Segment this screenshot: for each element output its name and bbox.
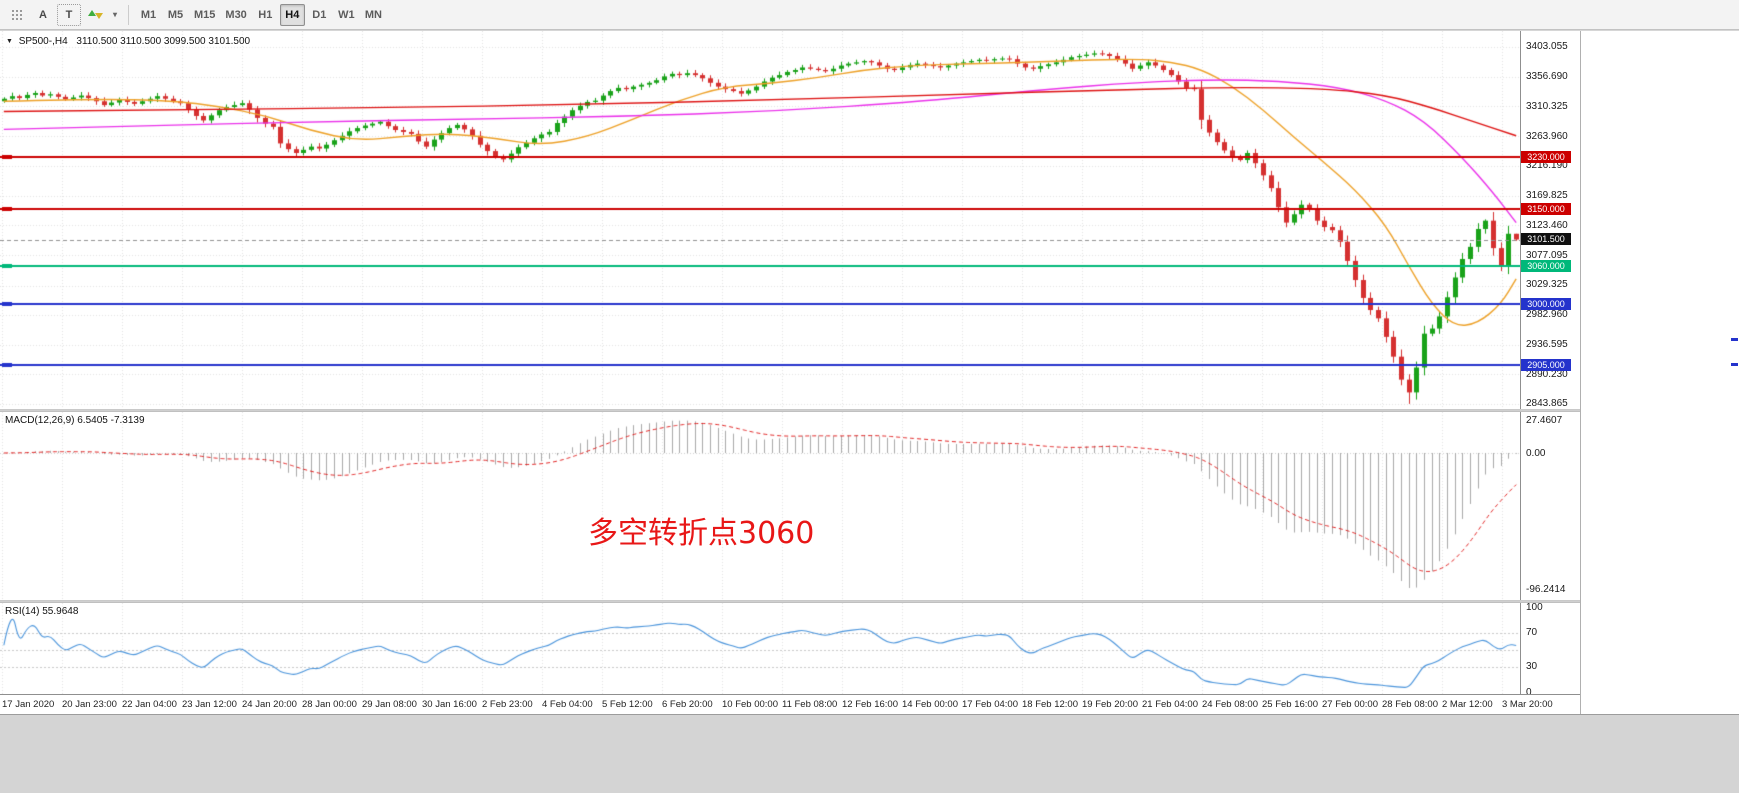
- chart-window: ▼ SP500-,H4 3110.500 3110.500 3099.500 3…: [0, 31, 1581, 714]
- time-axis-label: 3 Mar 20:00: [1502, 699, 1553, 710]
- time-axis-label: 14 Feb 00:00: [902, 699, 958, 710]
- right-panel: [1581, 31, 1739, 714]
- symbol-period-label: SP500-,H4: [18, 36, 68, 47]
- timeframe-m15-button[interactable]: M15: [190, 4, 219, 26]
- time-axis-label: 6 Feb 20:00: [662, 699, 713, 710]
- rsi-axis-label: 70: [1526, 627, 1538, 638]
- timeframe-m30-button[interactable]: M30: [221, 4, 250, 26]
- time-axis-label: 17 Jan 2020: [2, 699, 55, 710]
- time-axis-label: 19 Feb 20:00: [1082, 699, 1138, 710]
- time-axis-label: 30 Jan 16:00: [422, 699, 477, 710]
- time-axis-label: 10 Feb 00:00: [722, 699, 778, 710]
- price-axis-label: 3169.825: [1526, 190, 1568, 201]
- time-axis-label: 4 Feb 04:00: [542, 699, 593, 710]
- time-axis-label: 17 Feb 04:00: [962, 699, 1018, 710]
- text-tool-button[interactable]: T: [57, 3, 81, 26]
- timeframe-h1-button[interactable]: H1: [253, 4, 278, 26]
- price-axis-label: 2890.230: [1526, 369, 1568, 380]
- time-axis-label: 18 Feb 12:00: [1022, 699, 1078, 710]
- time-axis-label: 11 Feb 08:00: [782, 699, 838, 710]
- arrow-tools-dropdown-button[interactable]: ▾: [109, 4, 121, 26]
- price-axis-label: 2982.960: [1526, 309, 1568, 320]
- macd-axis-label: -96.2414: [1526, 584, 1566, 595]
- panel-splitter[interactable]: [0, 600, 1580, 603]
- hline-price-tag: 3000.000: [1521, 298, 1571, 310]
- price-axis-label: 3356.690: [1526, 71, 1568, 82]
- time-axis-label: 24 Feb 08:00: [1202, 699, 1258, 710]
- current-price-tag: 3101.500: [1521, 233, 1571, 245]
- time-axis-label: 21 Feb 04:00: [1142, 699, 1198, 710]
- price-axis-label: 2936.595: [1526, 339, 1568, 350]
- timeframe-d1-button[interactable]: D1: [307, 4, 332, 26]
- price-axis-divider: [1520, 31, 1521, 694]
- price-chart-canvas[interactable]: [0, 31, 1520, 409]
- price-axis-label: 3263.960: [1526, 131, 1568, 142]
- time-axis-label: 12 Feb 16:00: [842, 699, 898, 710]
- time-axis-label: 2 Feb 23:00: [482, 699, 533, 710]
- price-axis-label: 3216.190: [1526, 160, 1568, 171]
- timeframe-h4-button[interactable]: H4: [279, 3, 305, 26]
- time-axis-label: 25 Feb 16:00: [1262, 699, 1318, 710]
- time-axis-label: 29 Jan 08:00: [362, 699, 417, 710]
- time-axis-label: 28 Jan 00:00: [302, 699, 357, 710]
- time-axis-label: 24 Jan 20:00: [242, 699, 297, 710]
- price-axis-label: 3029.325: [1526, 279, 1568, 290]
- rsi-axis-label: 0: [1526, 687, 1532, 698]
- time-axis-label: 22 Jan 04:00: [122, 699, 177, 710]
- grid-dots-icon: [12, 9, 22, 20]
- hline-price-tag: 2905.000: [1521, 359, 1571, 371]
- dropdown-triangle-icon[interactable]: ▼: [6, 38, 13, 45]
- price-axis-label: 3310.325: [1526, 101, 1568, 112]
- macd-axis-label: 0.00: [1526, 448, 1546, 459]
- time-axis-label: 23 Jan 12:00: [182, 699, 237, 710]
- hline-price-tag: 3150.000: [1521, 203, 1571, 215]
- time-axis-label: 27 Feb 00:00: [1322, 699, 1378, 710]
- macd-header: MACD(12,26,9) 6.5405 -7.3139: [5, 415, 145, 426]
- panel-splitter[interactable]: [0, 409, 1580, 412]
- price-axis-label: 2843.865: [1526, 398, 1568, 409]
- rsi-indicator-canvas[interactable]: [0, 603, 1520, 694]
- timeframe-m5-button[interactable]: M5: [163, 4, 188, 26]
- chart-ohlc-header: ▼ SP500-,H4 3110.500 3110.500 3099.500 3…: [6, 36, 250, 47]
- timeframe-mn-button[interactable]: MN: [361, 4, 386, 26]
- time-axis-label: 5 Feb 12:00: [602, 699, 653, 710]
- macd-axis-label: 27.4607: [1526, 415, 1563, 426]
- arrow-shapes-icon: [87, 10, 103, 19]
- time-axis-label: 20 Jan 23:00: [62, 699, 117, 710]
- toolbar-separator: [128, 4, 129, 25]
- rsi-header: RSI(14) 55.9648: [5, 606, 79, 617]
- bottom-panel: [0, 714, 1739, 793]
- time-axis-label: 2 Mar 12:00: [1442, 699, 1493, 710]
- rsi-axis-label: 30: [1526, 661, 1538, 672]
- macd-indicator-canvas[interactable]: [0, 412, 1520, 600]
- time-axis[interactable]: 17 Jan 2020 20 Jan 23:00 22 Jan 04:00 23…: [0, 694, 1580, 714]
- price-axis-label: 3403.055: [1526, 41, 1568, 52]
- price-axis-label: 3123.460: [1526, 220, 1568, 231]
- hline-price-tag: 3060.000: [1521, 260, 1571, 272]
- ohlc-values: 3110.500 3110.500 3099.500 3101.500: [76, 36, 251, 47]
- arrow-tools-button[interactable]: [83, 4, 107, 26]
- price-axis-label: 3077.095: [1526, 250, 1568, 261]
- hline-price-tag: 3230.000: [1521, 151, 1571, 163]
- timeframe-m1-button[interactable]: M1: [136, 4, 161, 26]
- line-edge-marker: [1731, 338, 1738, 341]
- chart-annotation-text[interactable]: 多空转折点3060: [588, 516, 815, 551]
- time-axis-label: 28 Feb 08:00: [1382, 699, 1438, 710]
- chevron-down-icon: ▾: [112, 10, 117, 19]
- grid-icon[interactable]: [5, 4, 29, 26]
- timeframe-w1-button[interactable]: W1: [334, 4, 359, 26]
- toolbar: A T ▾ M1 M5 M15 M30 H1 H4 D1 W1 MN: [0, 0, 1739, 30]
- rsi-axis-label: 100: [1526, 602, 1543, 613]
- text-label-tool-button[interactable]: A: [31, 4, 55, 26]
- line-edge-marker: [1731, 363, 1738, 366]
